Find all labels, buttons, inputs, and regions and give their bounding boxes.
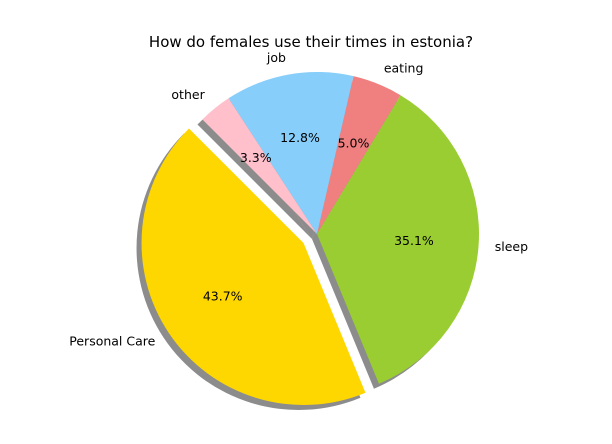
slice-other — [202, 98, 317, 234]
slice-label-personal-care: Personal Care — [69, 333, 155, 348]
slice-eating — [317, 76, 401, 235]
pie-slices — [141, 72, 479, 405]
percent-label-eating: 5.0% — [338, 135, 370, 150]
percent-label-personal-care: 43.7% — [203, 288, 243, 303]
slice-job — [228, 72, 354, 234]
slice-label-job: job — [266, 50, 286, 65]
percent-label-other: 3.3% — [240, 150, 272, 165]
percent-label-sleep: 35.1% — [394, 233, 434, 248]
slice-labels: Personal Care sleep eating job other — [69, 50, 528, 348]
percent-label-job: 12.8% — [280, 130, 320, 145]
slice-label-other: other — [171, 87, 205, 102]
slice-label-eating: eating — [384, 60, 424, 75]
slice-personal-care — [141, 128, 366, 405]
chart-title: How do females use their times in estoni… — [149, 33, 473, 51]
slice-sleep — [317, 95, 479, 384]
percent-labels: 43.7% 35.1% 5.0% 12.8% 3.3% — [203, 130, 434, 304]
slice-label-sleep: sleep — [495, 239, 528, 254]
